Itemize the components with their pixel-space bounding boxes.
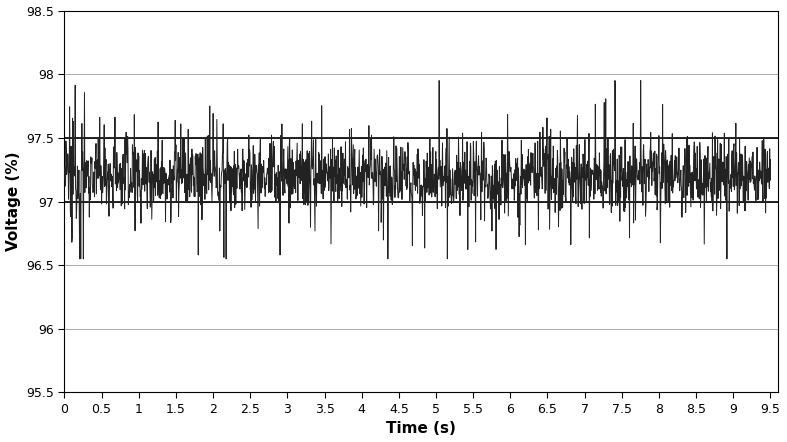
X-axis label: Time (s): Time (s) <box>386 421 456 436</box>
Y-axis label: Voltage (%): Voltage (%) <box>6 152 20 251</box>
